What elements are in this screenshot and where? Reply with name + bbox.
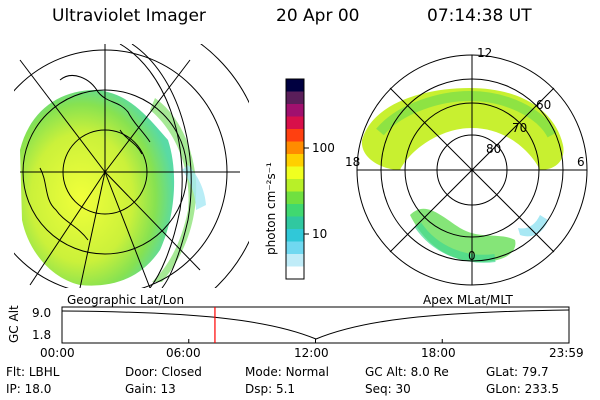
geographic-caption: Geographic Lat/Lon	[67, 293, 185, 307]
mlt-label-18: 18	[345, 155, 361, 169]
field-gc-alt-value: 8.0 Re	[410, 365, 449, 379]
field-ip: IP: 18.0	[6, 382, 52, 396]
timeline-y-label: GC Alt	[7, 305, 21, 343]
colorbar	[286, 79, 304, 280]
field-door-value: Closed	[161, 365, 202, 379]
field-glat-value: 79.7	[521, 365, 549, 379]
colorbar-cell	[286, 141, 304, 155]
timeline-y-tick-low: 1.8	[32, 328, 52, 342]
field-seq-value: 30	[395, 382, 411, 396]
colorbar-cell	[286, 79, 304, 92]
field-filter-value: LBHL	[28, 365, 60, 379]
colorbar-cell	[286, 204, 304, 217]
colorbar-label-10: 10	[312, 227, 328, 241]
timeline-x-tick-0600: 06:00	[166, 346, 201, 360]
colorbar-frame	[285, 78, 305, 280]
mlat-label-60: 60	[536, 98, 552, 112]
instrument-title: Ultraviolet Imager	[52, 6, 206, 26]
timeline-y-tick-high: 9.0	[32, 306, 52, 320]
timeline-x-tick-1200: 12:00	[294, 346, 329, 360]
mlt-label-12: 12	[477, 46, 493, 60]
magnetic-aurora-image	[361, 88, 564, 263]
field-mode-value: Normal	[285, 365, 329, 379]
colorbar-cell	[286, 104, 304, 117]
field-glon: GLon: 233.5	[486, 382, 559, 396]
colorbar-label-100: 100	[312, 141, 335, 155]
colorbar-cell	[286, 241, 304, 255]
timeline-x-tick-1800: 18:00	[421, 346, 456, 360]
colorbar-cell	[286, 129, 304, 142]
field-gc-alt: GC Alt: 8.0 Re	[365, 365, 449, 379]
field-mode: Mode: Normal	[245, 365, 329, 379]
mlt-label-6: 6	[577, 155, 585, 169]
colorbar-cell	[286, 191, 304, 205]
field-filter: Flt: LBHL	[6, 365, 60, 379]
mlat-label-80: 80	[486, 142, 502, 156]
mlt-label-0: 0	[468, 249, 476, 263]
geographic-grid	[14, 44, 249, 288]
observation-time: 07:14:38 UT	[427, 6, 532, 26]
colorbar-cell	[286, 154, 304, 167]
field-glon-value: 233.5	[524, 382, 559, 396]
colorbar-unit-label: photon cm⁻²s⁻¹	[264, 162, 278, 255]
colorbar-cell	[286, 254, 304, 267]
colorbar-cell	[286, 216, 304, 230]
field-gain-value: 13	[160, 382, 176, 396]
geographic-aurora-image	[20, 90, 206, 286]
observation-date: 20 Apr 00	[276, 6, 360, 26]
timeline-plot	[61, 306, 570, 344]
field-dsp-value: 5.1	[275, 382, 296, 396]
field-ip-value: 18.0	[24, 382, 52, 396]
colorbar-cell	[286, 229, 304, 242]
mlat-label-70: 70	[512, 121, 528, 135]
colorbar-cell	[286, 179, 304, 192]
timeline-x-tick-2359: 23:59	[549, 346, 584, 360]
colorbar-cell	[286, 91, 304, 105]
colorbar-cell	[286, 266, 304, 280]
colorbar-cell	[286, 116, 304, 130]
field-dsp: Dsp: 5.1	[245, 382, 296, 396]
colorbar-cell	[286, 166, 304, 180]
magnetic-caption: Apex MLat/MLT	[423, 293, 513, 307]
field-seq: Seq: 30	[365, 382, 411, 396]
timeline-x-tick-0000: 00:00	[40, 346, 75, 360]
field-glat: GLat: 79.7	[486, 365, 549, 379]
field-door: Door: Closed	[125, 365, 202, 379]
field-gain: Gain: 13	[125, 382, 176, 396]
magnetic-grid	[356, 54, 588, 286]
